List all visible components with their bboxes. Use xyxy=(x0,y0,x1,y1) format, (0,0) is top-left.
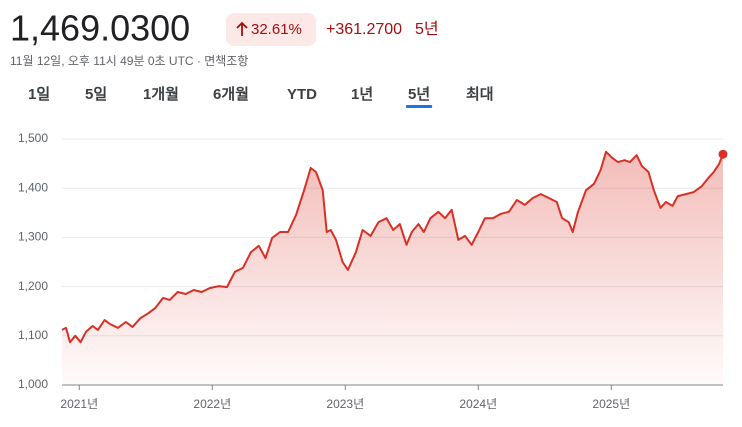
change-percent: 32.61% xyxy=(251,21,302,38)
up-arrow xyxy=(236,21,248,36)
change-value: +361.2700 xyxy=(326,21,402,38)
x-tick-label: 2024년 xyxy=(459,397,497,411)
change-badge xyxy=(226,13,316,46)
timestamp: 11월 12일, 오후 11시 49분 0초 UTC · 면책조항 xyxy=(10,53,248,68)
range-tab[interactable]: 5년 xyxy=(408,86,430,103)
range-tab[interactable]: 1년 xyxy=(351,86,373,103)
change-period: 5년 xyxy=(415,20,439,38)
chart: 1,000 1,100 1,200 1,300 1,400 1,500 2021년 2022년… xyxy=(18,131,728,411)
range-tab[interactable]: 6개월 xyxy=(213,85,249,103)
last-point xyxy=(718,149,728,159)
range-tab[interactable]: 최대 xyxy=(466,85,494,103)
y-tick-label: 1,500 xyxy=(18,131,48,145)
area-fill xyxy=(62,151,723,385)
y-tick-label: 1,100 xyxy=(18,328,48,342)
x-tick-label: 2022년 xyxy=(193,397,231,411)
y-tick-label: 1,000 xyxy=(18,377,48,391)
x-tick-label: 2023년 xyxy=(326,397,364,411)
price: 1,469.0300 xyxy=(10,8,190,49)
x-tick-label: 2021년 xyxy=(60,397,98,411)
y-tick-label: 1,400 xyxy=(18,180,48,194)
range-tab[interactable]: 1일 xyxy=(28,86,50,103)
range-tab[interactable]: YTD xyxy=(287,86,317,103)
y-tick-label: 1,200 xyxy=(18,279,48,293)
selected-underline xyxy=(406,105,433,108)
price-line xyxy=(61,150,724,344)
range-tabs: 1일 5일 1개월 6개월 YTD 1년 5년 최대 xyxy=(28,85,494,108)
range-tab[interactable]: 5일 xyxy=(85,86,107,103)
y-tick-label: 1,300 xyxy=(18,230,48,244)
range-tab[interactable]: 1개월 xyxy=(143,85,179,103)
x-tick-label: 2025년 xyxy=(592,397,630,411)
